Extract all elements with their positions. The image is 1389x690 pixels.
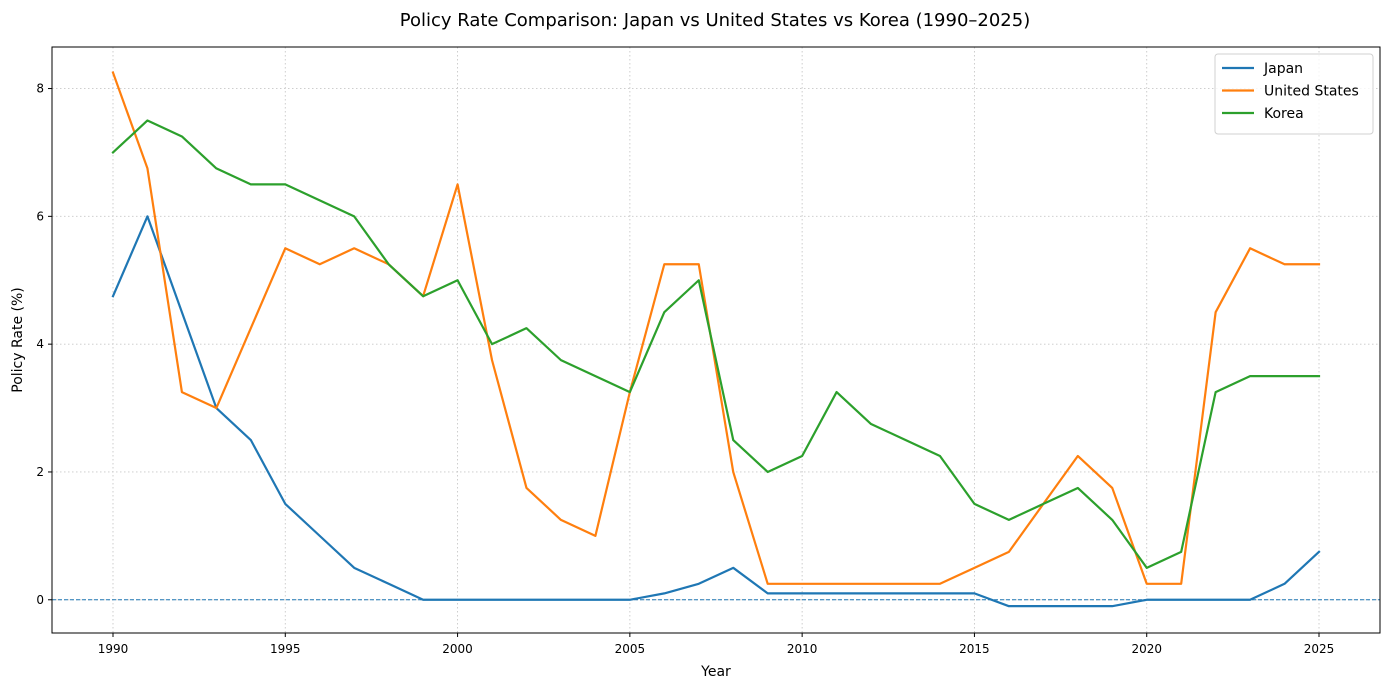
x-tick-label: 1990 bbox=[98, 642, 129, 656]
series-line-korea bbox=[111, 119, 1321, 569]
y-tick-label: 4 bbox=[36, 337, 44, 351]
legend-label: United States bbox=[1264, 84, 1359, 100]
x-axis-ticks: 1990 1995 2000 2005 2010 2015 2020 2025 bbox=[98, 633, 1335, 656]
series-line-united-states bbox=[111, 71, 1321, 585]
legend-label: Korea bbox=[1264, 106, 1304, 122]
x-axis-label: Year bbox=[700, 664, 731, 680]
y-tick-label: 6 bbox=[36, 209, 44, 223]
plot-frame bbox=[51, 46, 1381, 634]
legend-box bbox=[1214, 53, 1374, 135]
series-line-japan bbox=[111, 215, 1321, 608]
grid bbox=[52, 47, 1380, 633]
data-points-japan bbox=[112, 216, 1320, 607]
y-tick-label: 0 bbox=[36, 593, 44, 607]
y-axis-label: Policy Rate (%) bbox=[10, 287, 26, 393]
legend-label: Japan bbox=[1263, 61, 1303, 77]
x-tick-label: 2005 bbox=[615, 642, 646, 656]
x-tick-label: 2020 bbox=[1131, 642, 1162, 656]
chart-title: Policy Rate Comparison: Japan vs United … bbox=[400, 10, 1031, 31]
x-tick-label: 2025 bbox=[1304, 642, 1335, 656]
data-points-united-states bbox=[112, 72, 1320, 584]
x-tick-label: 2015 bbox=[959, 642, 990, 656]
y-tick-label: 8 bbox=[36, 82, 44, 96]
x-tick-label: 1995 bbox=[270, 642, 301, 656]
series-lines bbox=[111, 71, 1321, 608]
x-tick-label: 2000 bbox=[442, 642, 473, 656]
legend-item-united-states: United States bbox=[1222, 84, 1359, 100]
y-axis-ticks: 0 2 4 6 8 bbox=[36, 82, 52, 607]
legend-item-japan: Japan bbox=[1222, 61, 1303, 77]
legend-item-korea: Korea bbox=[1222, 106, 1304, 122]
y-tick-label: 2 bbox=[36, 465, 44, 479]
legend: Japan United States Korea bbox=[1214, 53, 1374, 135]
x-tick-label: 2010 bbox=[787, 642, 818, 656]
data-points-korea bbox=[112, 120, 1320, 568]
